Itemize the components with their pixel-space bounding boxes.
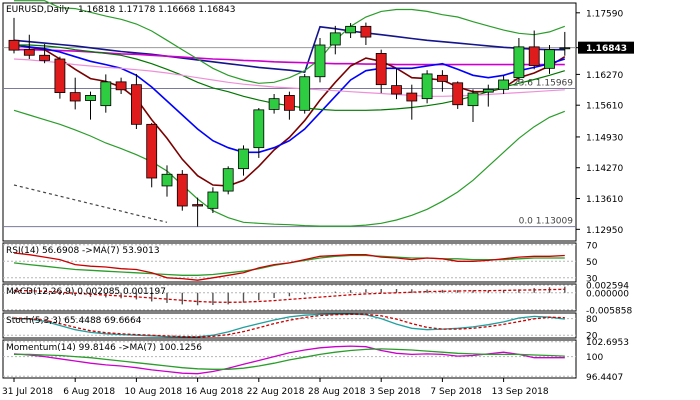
panel-label: RSI(14) 56.6908 ->MA(7) 53.9013 (6, 246, 160, 256)
candle-body (513, 46, 525, 79)
price-axis-label: 1.16843 (586, 44, 627, 54)
date-axis-label: 16 Aug 2018 (186, 387, 244, 397)
price-overlay-line-7 (13, 109, 566, 227)
panel-axis-label: 0.000000 (586, 289, 629, 299)
fib-level-label: 23.6 1.15969 (513, 78, 573, 88)
price-axis-label: 1.16270 (586, 71, 623, 81)
panel-label: Stoch(5,3,3) 65.4488 69.6664 (6, 316, 142, 326)
price-axis-label: 1.14270 (586, 164, 623, 174)
panel-axis-label: 30 (586, 274, 598, 284)
candle-body (100, 81, 112, 107)
symbol-label: EURUSD,Daily (6, 5, 70, 15)
candle-body (329, 32, 341, 46)
price-overlay-line-8 (13, 184, 168, 223)
candle-body (39, 54, 50, 61)
price-axis-label: 1.14930 (586, 133, 623, 143)
candle-body (253, 109, 265, 149)
candle-body (360, 25, 372, 38)
candle-body (559, 47, 571, 50)
candle-body (222, 168, 234, 192)
candle-body (314, 44, 326, 78)
date-axis-label: 22 Aug 2018 (247, 387, 305, 397)
price-axis-label: 1.12950 (586, 226, 623, 236)
candle-body (283, 95, 295, 111)
candle-body (467, 92, 479, 107)
panel-series-line-2-0 (13, 313, 565, 338)
candle-body (421, 73, 433, 100)
panel-axis-label: 50 (586, 258, 598, 268)
panel-series-line-3-1 (14, 348, 565, 370)
candle-body (8, 39, 20, 51)
panel-axis-label: 96.4407 (586, 373, 623, 383)
price-axis-label: 1.15610 (586, 102, 623, 112)
candle-body (115, 81, 127, 91)
candle-body (482, 88, 494, 93)
indicator-panel-frame-0 (2, 242, 577, 283)
panel-label: Momentum(14) 99.8146 ->MA(7) 100.1256 (6, 343, 202, 353)
last-price-box (578, 41, 634, 54)
panel-series-line-0-0 (13, 254, 565, 276)
price-overlay-line-3 (13, 44, 566, 154)
candle-body (391, 85, 402, 95)
candle-body (452, 82, 464, 106)
candle-body (375, 53, 387, 86)
candle-body (498, 79, 510, 90)
candle-body (176, 173, 188, 207)
panel-axis-label: 70 (586, 241, 598, 251)
panel-series-line-3-0 (13, 345, 565, 375)
candle-body (207, 191, 219, 209)
price-axis-label: 1.13610 (586, 195, 623, 205)
candle-body (268, 98, 280, 110)
panel-series-line-0-1 (13, 252, 565, 281)
date-axis-label: 31 Jul 2018 (2, 387, 53, 397)
panel-axis-label: 20 (586, 332, 598, 342)
candle-body (345, 25, 357, 34)
date-axis-label: 10 Aug 2018 (124, 387, 182, 397)
candle-body (436, 74, 448, 82)
date-axis-label: 7 Sep 2018 (430, 387, 482, 397)
date-axis-label: 3 Sep 2018 (369, 387, 421, 397)
panel-axis-label: 100 (586, 353, 603, 363)
main-plot-frame (2, 2, 577, 242)
candle-body (544, 49, 555, 69)
indicator-panel-frame-2 (2, 312, 577, 339)
date-axis-label: 6 Aug 2018 (63, 387, 115, 397)
panel-label: MACD(12,26,9) 0.002085 0.001197 (6, 287, 166, 297)
candle-body (23, 49, 35, 56)
candle-body (69, 92, 81, 102)
candle-body (528, 46, 540, 66)
panel-axis-label: 102.6953 (586, 338, 629, 348)
panel-axis-label: -0.005858 (586, 306, 632, 316)
panel-series-line-1-0 (13, 288, 565, 303)
candle-body (130, 84, 142, 125)
candle-body (146, 123, 158, 179)
price-overlay-line-6 (14, 0, 566, 84)
panel-axis-label: 0.002594 (586, 282, 629, 292)
candle-body (238, 148, 249, 170)
candle-body (299, 76, 311, 111)
candle-body (54, 58, 66, 93)
date-axis-label: 28 Aug 2018 (308, 387, 366, 397)
ohlc-readout: 1.16818 1.17178 1.16668 1.16843 (78, 5, 235, 15)
date-axis-label: 13 Sep 2018 (492, 387, 549, 397)
candle-body (406, 92, 418, 102)
price-overlay-line-0 (13, 25, 565, 73)
price-axis-label: 1.17590 (586, 9, 623, 19)
panel-axis-label: 80 (586, 315, 598, 325)
candle-body (161, 173, 173, 187)
fib-level-label: 0.0 1.13009 (519, 217, 574, 227)
candle-body (85, 95, 96, 101)
indicator-panel-frame-3 (2, 339, 577, 379)
indicator-panel-frame-1 (2, 283, 577, 312)
candle-body (192, 204, 204, 207)
